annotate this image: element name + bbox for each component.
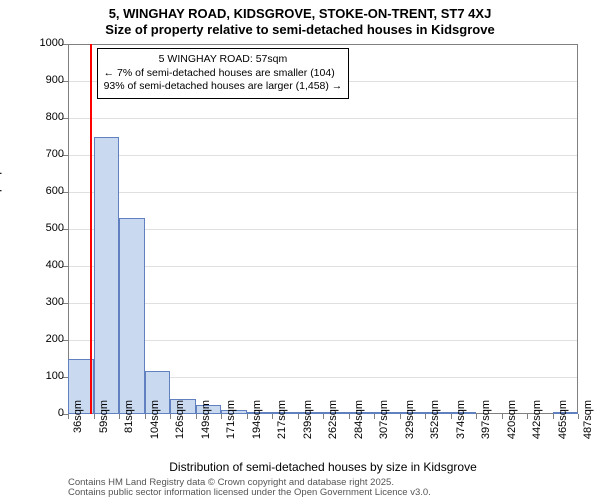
x-tick-mark [578, 414, 579, 419]
annotation-line-2: ← 7% of semi-detached houses are smaller… [104, 67, 343, 81]
x-tick-mark [323, 414, 324, 419]
x-tick-mark [221, 414, 222, 419]
x-tick-mark [247, 414, 248, 419]
chart-title-line-2: Size of property relative to semi-detach… [0, 22, 600, 37]
highlight-marker-line [90, 44, 92, 414]
x-tick-mark [425, 414, 426, 419]
x-axis-label: Distribution of semi-detached houses by … [68, 460, 578, 474]
x-tick-label: 104sqm [149, 400, 161, 460]
x-tick-label: 465sqm [557, 400, 569, 460]
y-tick-label: 700 [14, 148, 64, 160]
x-tick-label: 171sqm [225, 400, 237, 460]
histogram-bar [94, 137, 120, 415]
x-tick-mark [145, 414, 146, 419]
y-tick-label: 200 [14, 333, 64, 345]
x-tick-label: 59sqm [98, 400, 110, 460]
x-tick-label: 194sqm [251, 400, 263, 460]
x-tick-label: 307sqm [378, 400, 390, 460]
x-tick-label: 352sqm [429, 400, 441, 460]
y-tick-label: 800 [14, 111, 64, 123]
x-tick-label: 284sqm [353, 400, 365, 460]
y-tick-label: 1000 [14, 37, 64, 49]
x-tick-label: 420sqm [506, 400, 518, 460]
y-tick-label: 300 [14, 296, 64, 308]
annotation-line-1: 5 WINGHAY ROAD: 57sqm [104, 53, 343, 67]
annotation-line-3: 93% of semi-detached houses are larger (… [104, 80, 343, 94]
x-tick-label: 149sqm [200, 400, 212, 460]
x-tick-mark [298, 414, 299, 419]
x-tick-label: 397sqm [480, 400, 492, 460]
x-tick-mark [374, 414, 375, 419]
x-tick-mark [68, 414, 69, 419]
x-tick-label: 329sqm [404, 400, 416, 460]
y-tick-label: 0 [14, 407, 64, 419]
x-tick-mark [476, 414, 477, 419]
x-tick-mark [451, 414, 452, 419]
x-tick-label: 239sqm [302, 400, 314, 460]
footer-line-2: Contains public sector information licen… [68, 488, 431, 498]
x-tick-label: 126sqm [174, 400, 186, 460]
plot-area [68, 44, 578, 414]
footer-attribution: Contains HM Land Registry data © Crown c… [68, 478, 431, 499]
x-tick-mark [502, 414, 503, 419]
x-tick-mark [272, 414, 273, 419]
x-tick-label: 36sqm [72, 400, 84, 460]
chart-container: { "chart": { "type": "histogram", "title… [0, 0, 600, 500]
x-tick-label: 442sqm [531, 400, 543, 460]
y-tick-label: 900 [14, 74, 64, 86]
x-tick-label: 217sqm [276, 400, 288, 460]
x-tick-label: 374sqm [455, 400, 467, 460]
x-tick-mark [400, 414, 401, 419]
histogram-bar [119, 218, 145, 414]
x-tick-mark [349, 414, 350, 419]
x-tick-mark [527, 414, 528, 419]
y-tick-label: 100 [14, 370, 64, 382]
y-tick-label: 500 [14, 222, 64, 234]
chart-title-line-1: 5, WINGHAY ROAD, KIDSGROVE, STOKE-ON-TRE… [0, 6, 600, 21]
annotation-box: 5 WINGHAY ROAD: 57sqm ← 7% of semi-detac… [97, 48, 350, 99]
x-tick-label: 81sqm [123, 400, 135, 460]
x-tick-label: 487sqm [582, 400, 594, 460]
y-tick-label: 600 [14, 185, 64, 197]
y-axis-label: Number of semi-detached properties [0, 51, 2, 421]
x-tick-mark [119, 414, 120, 419]
x-tick-mark [94, 414, 95, 419]
x-tick-label: 262sqm [327, 400, 339, 460]
x-tick-mark [170, 414, 171, 419]
x-tick-mark [553, 414, 554, 419]
y-tick-label: 400 [14, 259, 64, 271]
x-tick-mark [196, 414, 197, 419]
